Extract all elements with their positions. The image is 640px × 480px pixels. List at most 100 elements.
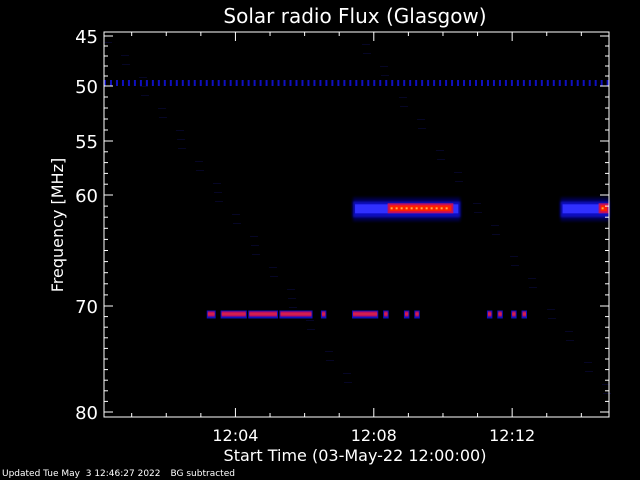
interference-dot-49: [415, 80, 418, 86]
x-axis-label: Start Time (03-May-22 12:00:00): [224, 446, 487, 465]
noise-speck: [214, 192, 222, 193]
band-peak-speck: [410, 207, 413, 210]
interference-dot-49: [486, 80, 489, 86]
background-mode: BG subtracted: [170, 469, 235, 479]
interference-dot-49: [199, 80, 202, 86]
interference-dot-49: [594, 80, 597, 86]
interference-dot-49: [534, 80, 537, 86]
interference-dot-49: [121, 80, 124, 86]
interference-dot-49: [109, 80, 112, 86]
interference-dot-49: [355, 80, 358, 86]
noise-speck: [437, 159, 445, 160]
noise-speck: [491, 225, 499, 226]
band-peak-speck: [440, 207, 443, 210]
interference-dot-49: [337, 80, 340, 86]
noise-speck: [436, 150, 444, 151]
interference-dot-49: [510, 80, 513, 86]
noise-speck: [104, 42, 112, 43]
interference-dot-49: [373, 80, 376, 86]
noise-speck: [344, 382, 352, 383]
interference-dot-49: [319, 80, 322, 86]
interference-core-70: [404, 313, 409, 315]
interference-dot-49: [289, 80, 292, 86]
interference-core-70: [498, 313, 502, 315]
interference-dot-49: [522, 80, 525, 86]
noise-speck: [400, 106, 408, 107]
noise-speck: [250, 236, 258, 237]
band-peak-speck: [415, 207, 418, 210]
interference-dot-49: [463, 80, 466, 86]
noise-speck: [270, 276, 278, 277]
noise-speck: [418, 128, 426, 129]
noise-speck: [566, 340, 574, 341]
interference-dot-49: [104, 80, 106, 86]
interference-dot-49: [127, 80, 130, 86]
noise-speck: [289, 307, 297, 308]
noise-speck: [141, 95, 149, 96]
noise-speck: [122, 64, 130, 65]
noise-speck: [215, 201, 223, 202]
noise-speck: [288, 298, 296, 299]
noise-speck: [121, 55, 129, 56]
interference-dot-49: [181, 80, 184, 86]
interference-dot-49: [570, 80, 573, 86]
interference-dot-49: [259, 80, 262, 86]
noise-speck: [529, 287, 537, 288]
interference-core-70: [415, 313, 419, 315]
noise-speck: [528, 278, 536, 279]
interference-dot-49: [157, 80, 160, 86]
interference-dot-49: [445, 80, 448, 86]
noise-speck: [140, 86, 148, 87]
interference-dot-49: [361, 80, 364, 86]
noise-speck: [380, 66, 388, 67]
noise-speck: [362, 44, 370, 45]
band-peak-speck: [435, 207, 438, 210]
interference-dot-49: [163, 80, 166, 86]
noise-speck: [196, 170, 204, 171]
noise-speck: [363, 53, 371, 54]
noise-speck: [603, 393, 611, 394]
noise-speck: [454, 172, 462, 173]
noise-speck: [252, 254, 260, 255]
interference-dot-49: [193, 80, 196, 86]
noise-speck: [381, 75, 389, 76]
plot-frame: [103, 31, 610, 418]
interference-core-70: [280, 313, 312, 315]
interference-dot-49: [295, 80, 298, 86]
band-peak-speck: [445, 207, 448, 210]
interference-dot-49: [235, 80, 238, 86]
interference-dot-49: [516, 80, 519, 86]
noise-speck: [307, 329, 315, 330]
interference-dot-49: [349, 80, 352, 86]
noise-speck: [269, 267, 277, 268]
interference-dot-49: [169, 80, 172, 86]
band-peak-speck: [420, 207, 423, 210]
noise-speck: [492, 234, 500, 235]
noise-speck: [251, 245, 259, 246]
noise-speck: [178, 148, 186, 149]
interference-dot-49: [133, 80, 136, 86]
interference-dot-49: [391, 80, 394, 86]
chart-title: Solar radio Flux (Glasgow): [223, 4, 486, 28]
interference-dot-49: [187, 80, 190, 86]
interference-dot-49: [115, 80, 118, 86]
interference-dot-49: [469, 80, 472, 86]
noise-speck: [233, 223, 241, 224]
band-peak-speck: [430, 207, 433, 210]
band-peak: [389, 205, 452, 212]
interference-dot-49: [564, 80, 567, 86]
interference-dot-49: [576, 80, 579, 86]
interference-dot-49: [145, 80, 148, 86]
interference-dot-49: [241, 80, 244, 86]
interference-dot-49: [540, 80, 543, 86]
interference-dot-49: [307, 80, 310, 86]
band-peak-speck: [425, 207, 428, 210]
interference-core-70: [249, 313, 277, 315]
x-tick-label: 12:12: [489, 426, 535, 445]
heatmap-area: [104, 42, 611, 394]
interference-dot-49: [205, 80, 208, 86]
interference-dot-49: [552, 80, 555, 86]
noise-speck: [511, 265, 519, 266]
interference-dot-49: [480, 80, 483, 86]
noise-speck: [399, 97, 407, 98]
